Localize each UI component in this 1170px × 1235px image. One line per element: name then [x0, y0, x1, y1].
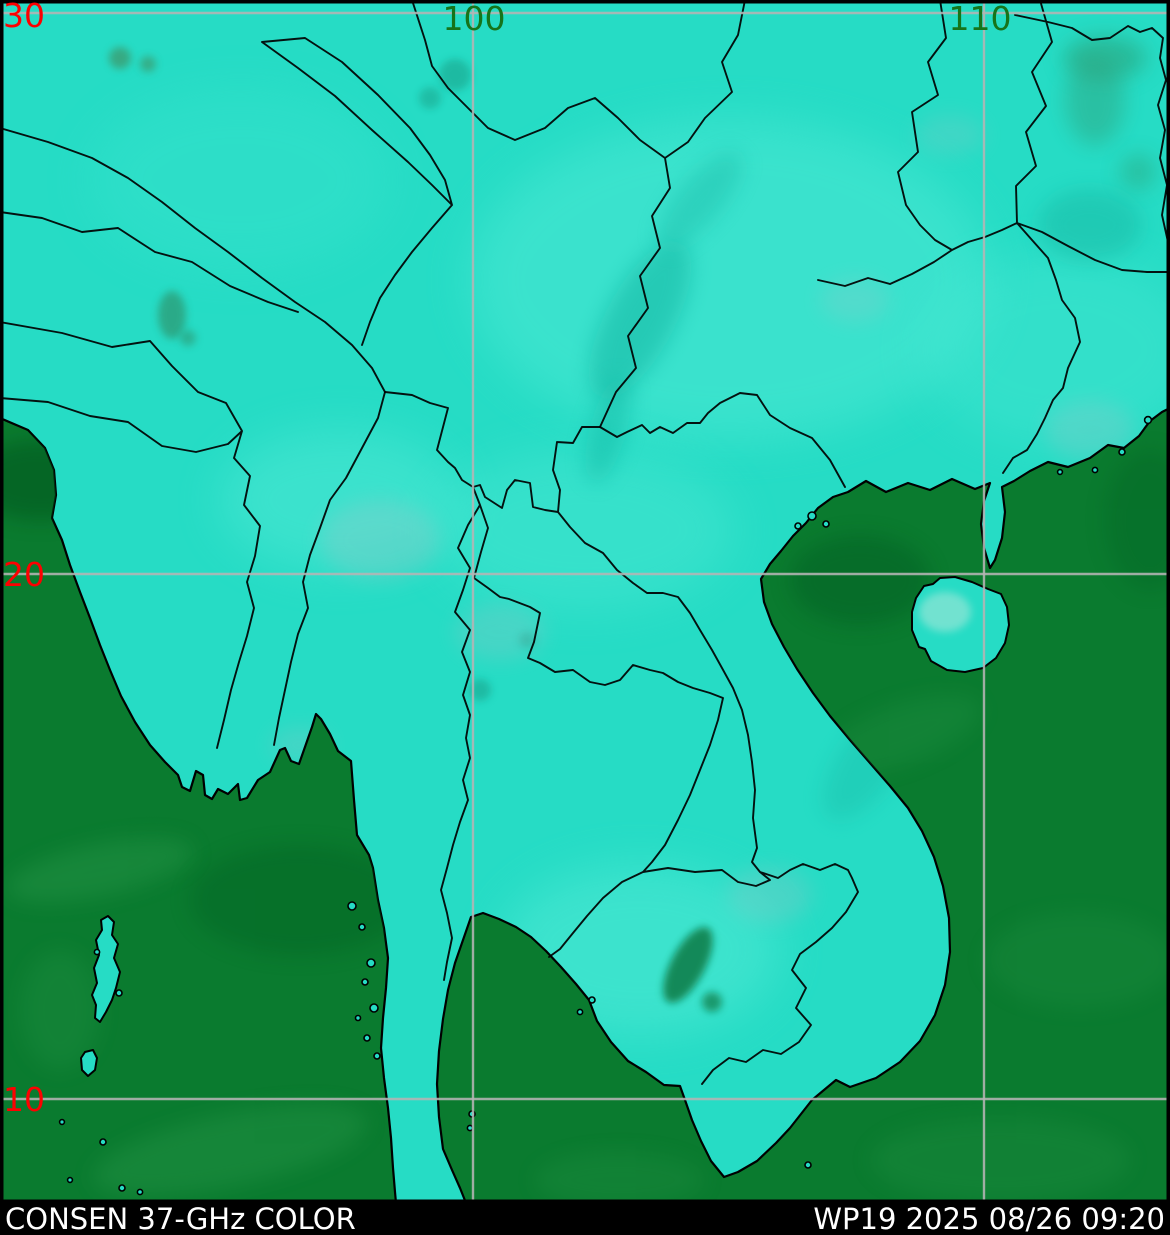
satellite-map: 30 20 10 100 110: [0, 0, 1170, 1203]
map-frame: [0, 0, 1170, 1203]
map-canvas: 30 20 10 100 110: [0, 0, 1170, 1203]
lon-label-100: 100: [443, 0, 506, 38]
china-province-borders: [411, 0, 1170, 474]
indochina-borders: [384, 391, 859, 1085]
product-name-label: CONSEN 37-GHz COLOR: [5, 1202, 356, 1235]
lon-label-110: 110: [949, 0, 1012, 38]
lat-label-20: 20: [3, 555, 45, 594]
india-bangladesh-borders: [0, 37, 453, 749]
storm-id-timestamp-label: WP19 2025 08/26 09:20: [813, 1202, 1165, 1235]
andaman-islands: [91, 915, 121, 1023]
product-info-bar: CONSEN 37-GHz COLOR WP19 2025 08/26 09:2…: [0, 1203, 1170, 1235]
little-andaman-island: [80, 1049, 98, 1077]
lat-label-10: 10: [3, 1080, 45, 1119]
hainan-cloud-speckle: [919, 592, 971, 632]
small-islets: [58, 415, 1153, 1196]
tonle-sap-lake: [663, 927, 722, 1012]
grid-lines: [0, 0, 1170, 1203]
grid-labels: 30 20 10 100 110: [3, 0, 1012, 1119]
country-borders: [0, 0, 1170, 1085]
lat-label-30: 30: [3, 0, 45, 35]
